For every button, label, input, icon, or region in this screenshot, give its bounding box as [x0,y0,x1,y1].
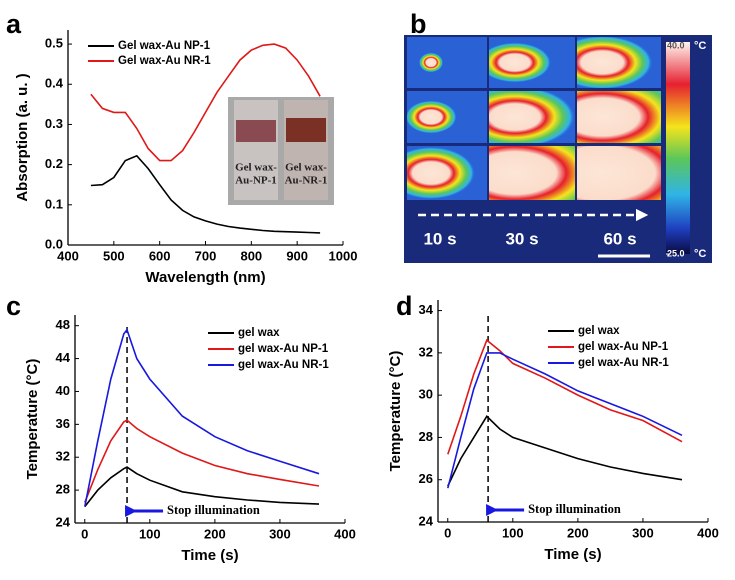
x-tick-label: 200 [567,525,589,540]
inset-label: Gel wax- [285,162,327,174]
legend-label: gel wax-Au NP-1 [578,341,669,353]
thermal-blob [577,146,661,200]
y-tick-label: 28 [56,482,70,497]
y-tick-label: 24 [419,513,434,528]
cuvette-liquid [236,120,276,142]
legend-label: gel wax-Au NR-1 [238,359,329,371]
y-tick-label: 44 [56,350,71,365]
thermal-blob [577,91,661,143]
thermal-blob [489,146,575,200]
x-tick-label: 100 [139,526,161,541]
y-axis-label: Temperature (°C) [387,351,404,472]
colorbar-label: 40.0 [667,40,685,50]
x-axis-label: Time (s) [544,546,601,563]
x-tick-label: 1000 [329,248,358,263]
x-axis-label: Time (s) [181,547,238,564]
inset-label: Au-NP-1 [235,175,277,187]
y-tick-label: 36 [56,416,70,431]
thermal-blob [407,100,457,134]
colorbar [666,42,690,254]
x-tick-label: 300 [269,526,291,541]
annotation: Stop illumination [167,503,260,517]
x-tick-label: 700 [195,248,217,263]
x-tick-label: 900 [286,248,308,263]
colorbar-label: 25.0 [667,248,685,258]
cuvette-liquid [286,118,326,142]
thermal-blob [489,91,575,143]
y-tick-label: 24 [56,514,71,529]
thermal-blob [577,37,653,88]
y-tick-label: 0.2 [45,156,63,171]
inset-label: Gel wax- [235,162,277,174]
x-tick-label: 400 [334,526,356,541]
y-tick-label: 26 [419,471,433,486]
y-axis-label: Temperature (°C) [24,359,41,480]
time-label: 10 s [423,229,456,248]
legend-label: Gel wax-Au NR-1 [118,55,211,67]
data-line [84,328,320,507]
time-label: 60 s [603,229,636,248]
inset-label: Au-NR-1 [285,175,328,187]
x-tick-label: 100 [502,525,524,540]
colorbar-unit: °C [694,40,706,52]
y-tick-label: 34 [419,302,434,317]
data-line [84,466,320,508]
y-tick-label: 48 [56,317,70,332]
x-axis-label: Wavelength (nm) [145,269,265,286]
legend-label: Gel wax-Au NP-1 [118,40,211,52]
x-tick-label: 200 [204,526,226,541]
x-tick-label: 400 [697,525,719,540]
data-line [90,154,321,234]
x-tick-label: 0 [444,525,451,540]
y-tick-label: 0.0 [45,236,63,251]
data-line [84,419,320,503]
panel-label: a [6,9,22,39]
data-line [447,352,683,489]
y-tick-label: 32 [419,344,433,359]
cuvette [234,100,278,200]
y-tick-label: 0.5 [45,36,63,51]
y-tick-label: 0.1 [45,196,63,211]
x-tick-label: 300 [632,525,654,540]
x-tick-label: 500 [103,248,125,263]
x-tick-label: 0 [81,526,88,541]
legend-label: gel wax [578,325,620,337]
x-tick-label: 800 [240,248,262,263]
y-tick-label: 28 [419,429,433,444]
panel-label: c [6,291,21,321]
legend-label: gel wax-Au NP-1 [238,343,329,355]
data-line [447,338,683,455]
y-tick-label: 32 [56,449,70,464]
time-label: 30 s [505,229,538,248]
y-axis-label: Absorption (a. u. ) [14,73,31,201]
x-tick-label: 400 [57,248,79,263]
x-tick-label: 600 [149,248,171,263]
thermal-blob [419,52,443,73]
colorbar-unit: °C [694,248,706,260]
thermal-blob [407,146,475,200]
y-tick-label: 30 [419,387,433,402]
y-tick-label: 0.3 [45,116,63,131]
panel-label: b [410,9,427,39]
data-line [447,415,683,487]
data-line [90,43,321,162]
y-tick-label: 0.4 [45,76,64,91]
annotation: Stop illumination [528,502,621,516]
y-tick-label: 40 [56,383,70,398]
panel-label: d [396,291,413,321]
legend-label: gel wax [238,327,280,339]
cuvette [284,100,328,200]
legend-label: gel wax-Au NR-1 [578,357,669,369]
thermal-blob [489,42,551,83]
